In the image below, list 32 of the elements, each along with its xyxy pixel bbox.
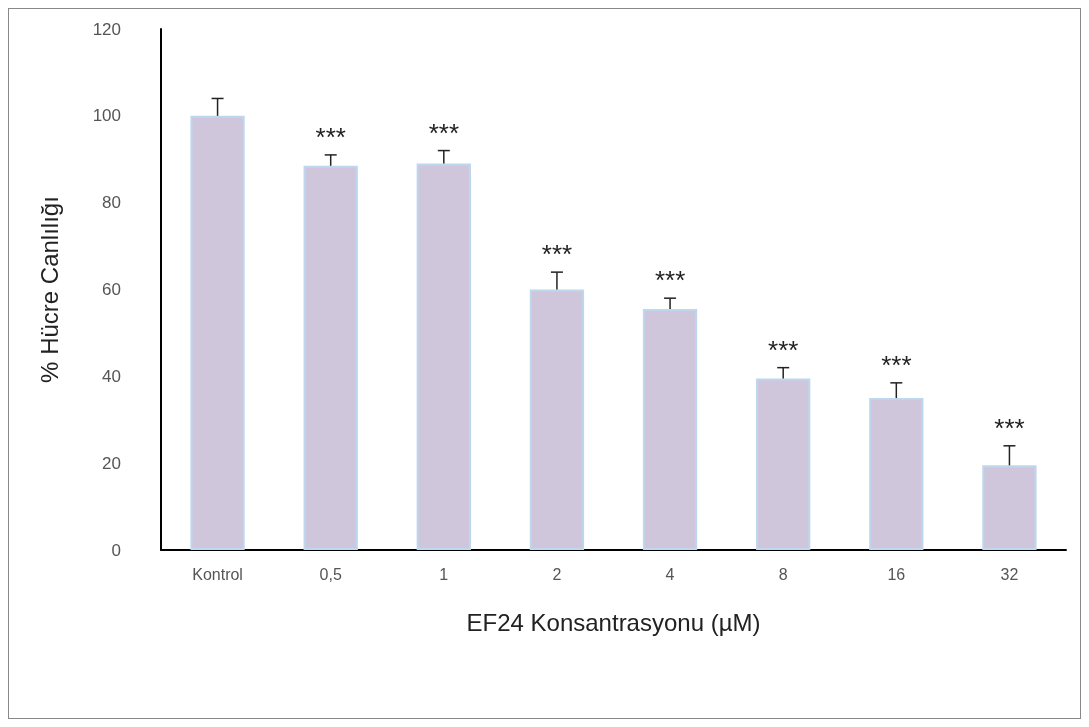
x-tick-label: Kontrol — [192, 565, 243, 583]
x-tick-label: 32 — [1000, 565, 1019, 583]
bar — [642, 309, 698, 550]
x-tick-label: 8 — [778, 565, 788, 583]
x-tick-label: 2 — [552, 565, 562, 583]
bar — [190, 115, 245, 550]
annotation: *** — [768, 334, 799, 365]
x-axis-title: EF24 Konsantrasyonu (µM) — [466, 608, 761, 636]
y-tick-label: 20 — [102, 453, 121, 473]
annotation: *** — [428, 117, 459, 148]
bar — [869, 398, 924, 550]
annotation: *** — [994, 412, 1025, 443]
annotation: *** — [654, 265, 686, 296]
annotation: *** — [541, 239, 573, 270]
bar — [756, 378, 811, 550]
y-tick-label: 100 — [92, 106, 121, 126]
y-axis-title: % Hücre Canlılığı — [35, 196, 63, 383]
x-tick-label: 0,5 — [319, 565, 342, 583]
x-tick-label: 1 — [439, 565, 449, 583]
y-tick-label: 120 — [92, 19, 121, 39]
y-tick-label: 40 — [102, 366, 121, 386]
y-tick-label: 0 — [111, 540, 121, 560]
bar — [303, 165, 358, 550]
bar — [982, 465, 1037, 550]
bar — [529, 289, 585, 550]
x-tick-label: 4 — [665, 565, 675, 583]
annotation: *** — [315, 121, 346, 152]
y-tick-label: 60 — [102, 280, 121, 299]
bar — [416, 163, 471, 550]
annotation: *** — [881, 349, 912, 380]
x-tick-label: 16 — [887, 565, 906, 583]
y-tick-label: 80 — [102, 193, 121, 213]
